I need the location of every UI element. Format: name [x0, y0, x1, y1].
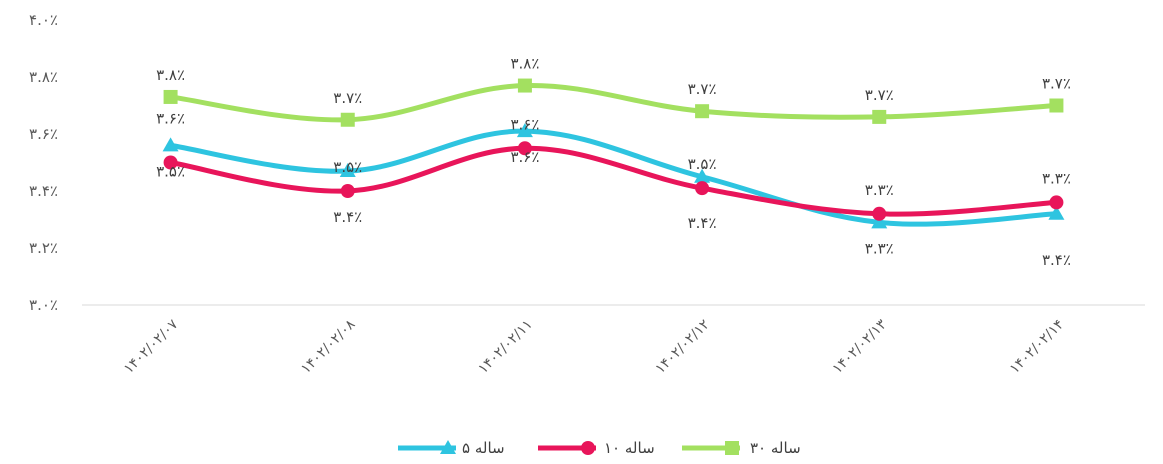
data-point	[1048, 205, 1065, 220]
series-line	[168, 145, 1059, 217]
data-label: ۳.۶٪	[510, 148, 539, 166]
data-point	[694, 168, 711, 183]
x-tick-label: ۱۴۰۲/۰۲/۰۷	[121, 316, 182, 377]
data-point	[340, 184, 355, 198]
legend-marker	[581, 441, 595, 455]
legend-item: ۳۰ ساله	[682, 439, 801, 457]
data-point	[163, 89, 178, 104]
data-label: ۳.۳٪	[1042, 169, 1071, 187]
series-line	[168, 128, 1059, 227]
data-label: ۳.۷٪	[333, 89, 362, 107]
y-tick-label: ۳.۴٪	[29, 182, 58, 200]
data-label: ۳.۷٪	[865, 86, 894, 104]
data-label: ۳.۵٪	[688, 155, 717, 173]
legend: ۳۰ ساله ۱۰ ساله ۵ ساله	[398, 439, 801, 457]
data-point	[339, 163, 356, 178]
data-point	[1049, 195, 1064, 210]
data-label: ۳.۶٪	[510, 115, 539, 133]
x-tick-label: ۱۴۰۲/۰۲/۱۳	[830, 316, 891, 377]
data-label: ۳.۴٪	[688, 214, 717, 232]
series-square	[163, 78, 1064, 127]
x-tick-label: ۱۴۰۲/۰۲/۱۴	[1007, 317, 1068, 378]
data-label: ۳.۴٪	[333, 208, 362, 226]
x-axis-ticks: ۱۴۰۲/۰۲/۰۷ ۱۴۰۲/۰۲/۰۸ ۱۴۰۲/۰۲/۱۱ ۱۴۰۲/۰۲/۱۲…	[121, 316, 1067, 377]
data-label: ۳.۳٪	[865, 181, 894, 199]
data-label: ۳.۶٪	[156, 110, 185, 128]
data-point	[517, 78, 532, 93]
data-label: ۳.۵٪	[333, 158, 362, 176]
data-label: ۳.۵٪	[156, 162, 185, 180]
series-lines	[162, 78, 1065, 229]
data-point	[162, 137, 179, 152]
series-triangle	[162, 123, 1065, 229]
data-labels: ۳.۵٪ ۳.۴٪ ۳.۶٪ ۳.۴٪ ۳.۳٪ ۳.۴٪ ۳.۶٪ ۳.۵٪ ۳.۶٪ ۳.۵٪…	[156, 55, 1071, 269]
data-point	[516, 123, 533, 138]
data-label: ۳.۸٪	[156, 66, 185, 84]
data-point	[517, 141, 532, 156]
legend-marker	[725, 441, 739, 455]
x-tick-label: ۱۴۰۲/۰۲/۰۸	[298, 316, 359, 377]
legend-item: ۵ ساله	[398, 439, 505, 457]
legend-label: ۵ ساله	[462, 439, 505, 457]
x-tick-label: ۱۴۰۲/۰۲/۱۲	[652, 317, 713, 378]
legend-label: ۱۰ ساله	[604, 439, 655, 457]
data-point	[872, 206, 887, 221]
data-point	[695, 181, 710, 196]
data-point	[340, 112, 355, 127]
y-tick-label: ۳.۸٪	[29, 68, 58, 86]
series-line	[168, 83, 1059, 123]
legend-item: ۱۰ ساله	[538, 439, 655, 457]
y-axis-ticks: ۳.۰٪ ۳.۲٪ ۳.۴٪ ۳.۶٪ ۳.۸٪ ۴.۰٪	[29, 11, 58, 314]
data-point	[1049, 98, 1064, 113]
y-tick-label: ۳.۰٪	[29, 296, 58, 314]
data-point	[871, 214, 888, 229]
data-label: ۳.۷٪	[688, 80, 717, 98]
y-tick-label: ۳.۶٪	[29, 125, 58, 143]
legend-marker	[440, 440, 456, 454]
data-point	[695, 104, 710, 119]
legend-label: ۳۰ ساله	[750, 439, 801, 457]
data-point	[163, 155, 178, 170]
y-tick-label: ۳.۲٪	[29, 239, 58, 257]
data-label: ۳.۳٪	[865, 239, 894, 257]
data-label: ۳.۸٪	[510, 55, 539, 73]
x-tick-label: ۱۴۰۲/۰۲/۱۱	[475, 317, 536, 378]
y-tick-label: ۴.۰٪	[29, 11, 58, 29]
data-label: ۳.۴٪	[1042, 251, 1071, 269]
data-point	[872, 109, 887, 124]
data-label: ۳.۷٪	[1042, 75, 1071, 93]
series-circle	[163, 141, 1064, 221]
